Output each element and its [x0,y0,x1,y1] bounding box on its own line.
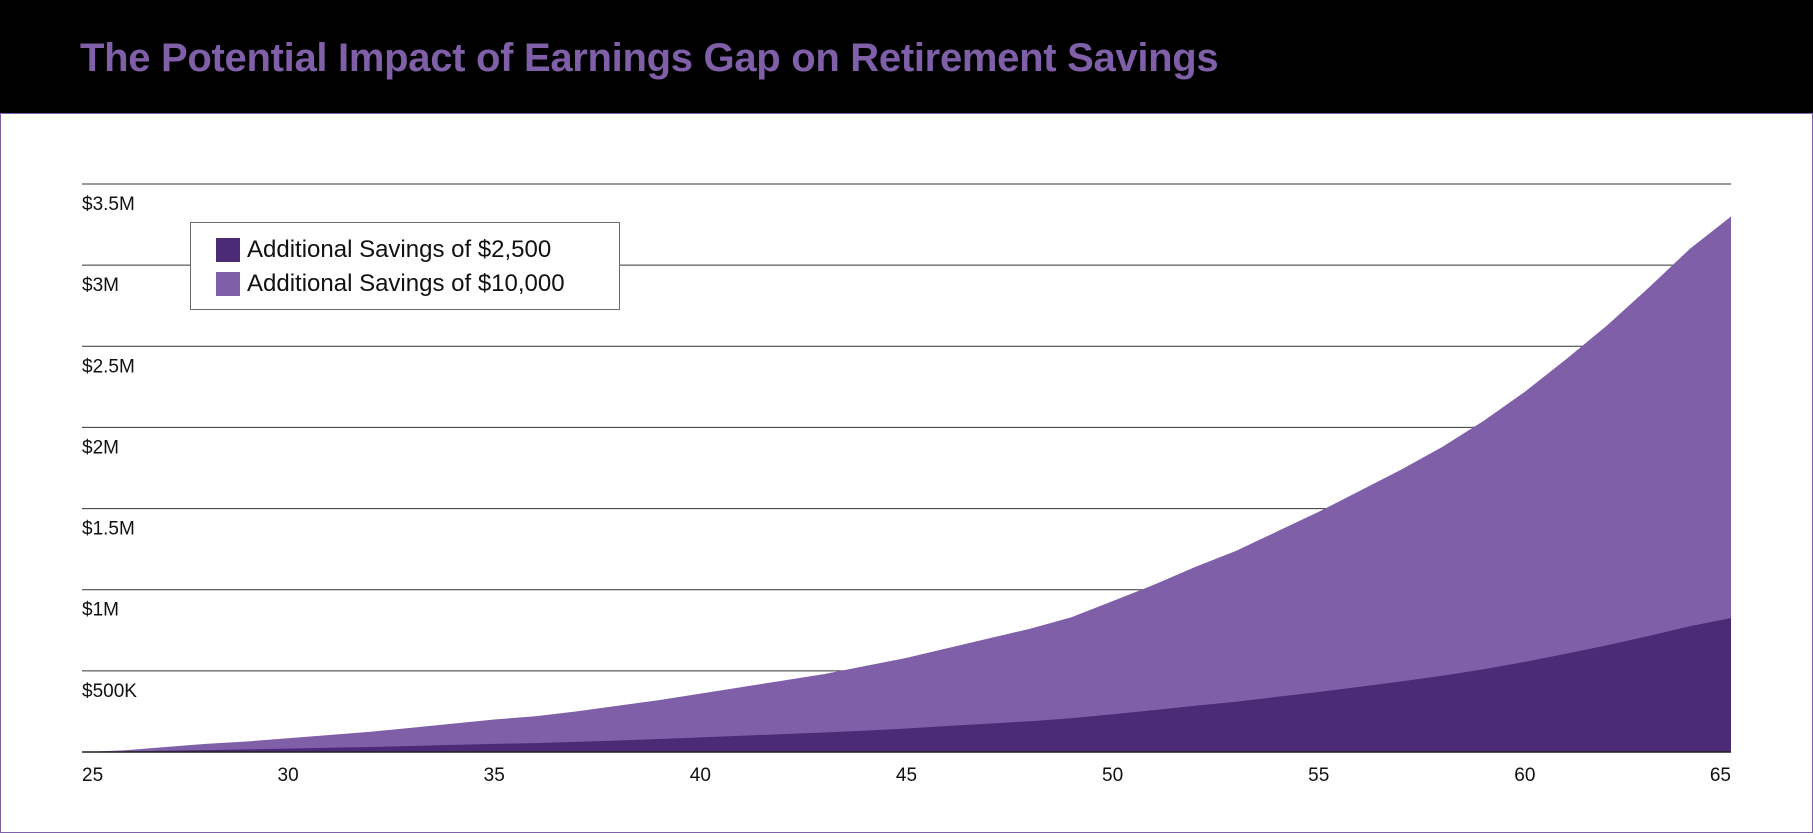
x-tick-label: 45 [896,765,917,786]
title-banner: The Potential Impact of Earnings Gap on … [0,0,1813,114]
legend-item-2500: Additional Savings of $2,500 [216,235,551,265]
x-tick-label: 30 [278,765,299,786]
legend-swatch-10000 [216,272,240,296]
y-tick-label: $3M [82,275,119,296]
y-tick-label: $2.5M [82,356,135,377]
x-tick-label: 55 [1308,765,1329,786]
chart-title: The Potential Impact of Earnings Gap on … [80,36,1219,80]
y-tick-label: $3.5M [82,194,135,215]
y-tick-label: $1M [82,600,119,621]
y-tick-label: $2M [82,437,119,458]
y-tick-label: $500K [82,681,137,702]
x-tick-label: 25 [82,765,103,786]
legend-item-10000: Additional Savings of $10,000 [216,269,565,299]
x-tick-label: 50 [1102,765,1123,786]
x-tick-label: 35 [484,765,505,786]
legend-swatch-2500 [216,238,240,262]
y-tick-label: $1.5M [82,519,135,540]
legend-label-10000: Additional Savings of $10,000 [247,270,565,297]
series-area-10000 [82,216,1731,752]
x-tick-label: 65 [1710,765,1731,786]
series-area-2500 [82,618,1731,752]
x-tick-label: 40 [690,765,711,786]
x-tick-label: 60 [1514,765,1535,786]
chart-legend: Additional Savings of $2,500 Additional … [190,222,620,310]
legend-label-2500: Additional Savings of $2,500 [247,236,552,263]
